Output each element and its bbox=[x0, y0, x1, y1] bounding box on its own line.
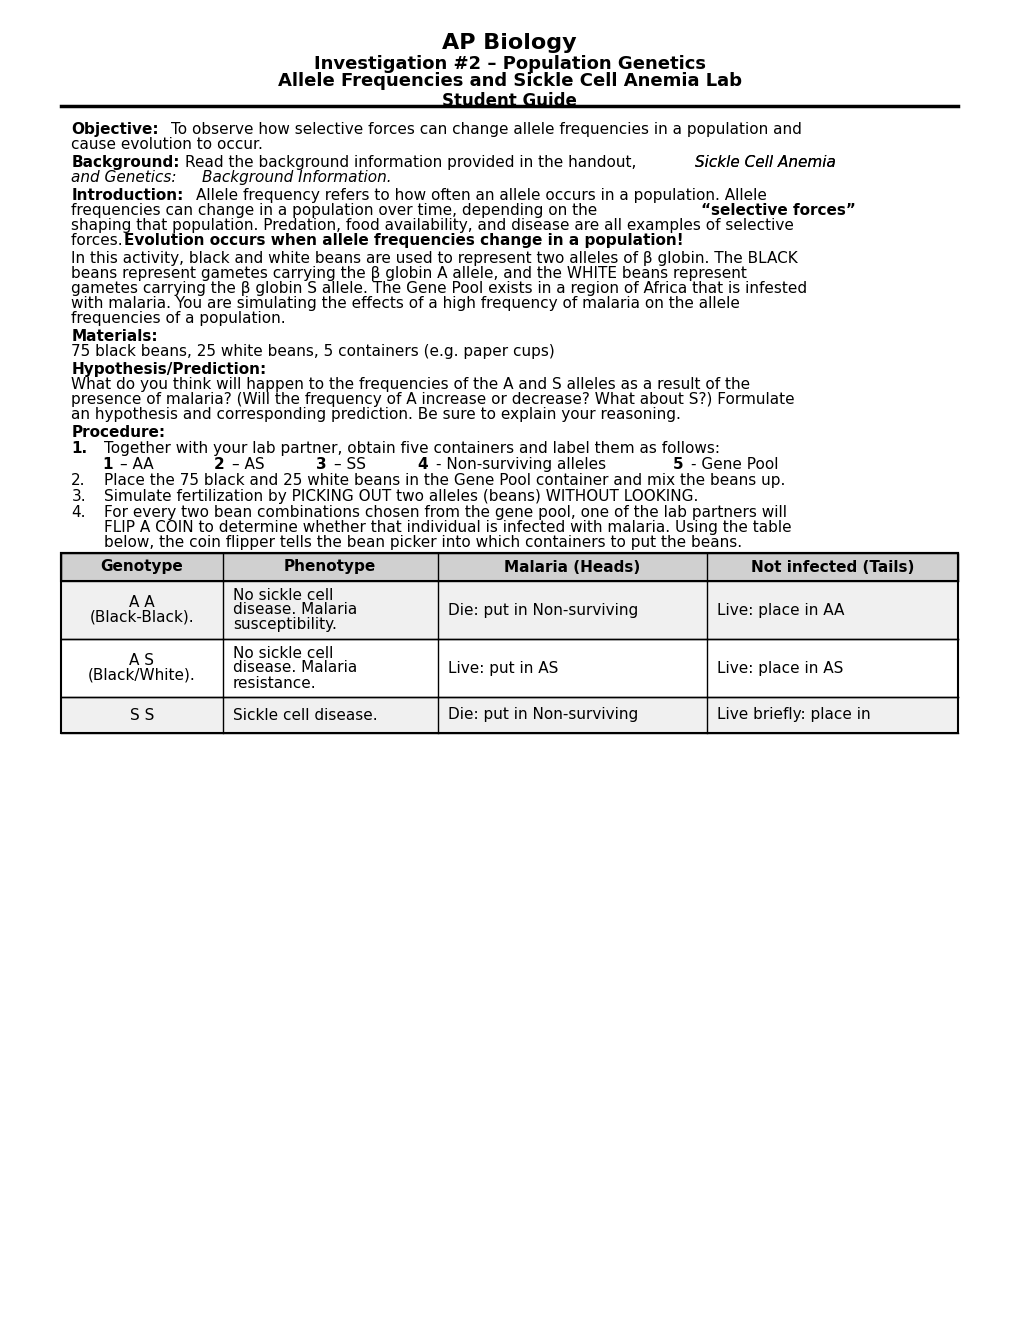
Text: What do you think will happen to the frequencies of the A and S alleles as a res: What do you think will happen to the fre… bbox=[71, 378, 750, 392]
Text: Live briefly: place in: Live briefly: place in bbox=[716, 708, 870, 722]
Text: Place the 75 black and 25 white beans in the Gene Pool container and mix the bea: Place the 75 black and 25 white beans in… bbox=[104, 473, 785, 488]
Text: shaping that population. Predation, food availability, and disease are all examp: shaping that population. Predation, food… bbox=[71, 218, 794, 234]
Text: Die: put in Non-surviving: Die: put in Non-surviving bbox=[447, 708, 638, 722]
Text: below, the coin flipper tells the bean picker into which containers to put the b: below, the coin flipper tells the bean p… bbox=[104, 535, 742, 550]
Bar bbox=[61, 697, 957, 733]
Text: and Genetics:: and Genetics: bbox=[71, 170, 176, 185]
Text: 1.: 1. bbox=[71, 441, 88, 455]
Text: Student Guide: Student Guide bbox=[441, 92, 577, 110]
Text: 2: 2 bbox=[214, 457, 224, 473]
Text: susceptibility.: susceptibility. bbox=[232, 618, 336, 632]
Text: Sickle cell disease.: Sickle cell disease. bbox=[232, 708, 377, 722]
Text: Phenotype: Phenotype bbox=[283, 560, 376, 574]
Bar bbox=[61, 553, 957, 581]
Text: an hypothesis and corresponding prediction. Be sure to explain your reasoning.: an hypothesis and corresponding predicti… bbox=[71, 407, 681, 422]
Text: Objective:: Objective: bbox=[71, 121, 159, 137]
Text: gametes carrying the β globin S allele. The Gene Pool exists in a region of Afri: gametes carrying the β globin S allele. … bbox=[71, 281, 807, 296]
Text: 2.: 2. bbox=[71, 473, 86, 488]
Text: Read the background information provided in the handout,: Read the background information provided… bbox=[185, 154, 636, 170]
Text: No sickle cell: No sickle cell bbox=[232, 645, 333, 660]
Text: Investigation #2 – Population Genetics: Investigation #2 – Population Genetics bbox=[313, 55, 705, 73]
Text: - Non-surviving alleles: - Non-surviving alleles bbox=[436, 457, 605, 473]
Text: 4.: 4. bbox=[71, 506, 86, 520]
Text: A S: A S bbox=[129, 653, 154, 668]
Text: Genotype: Genotype bbox=[101, 560, 183, 574]
Text: In this activity, black and white beans are used to represent two alleles of β g: In this activity, black and white beans … bbox=[71, 251, 797, 267]
Bar bbox=[61, 553, 957, 581]
Text: Allele Frequencies and Sickle Cell Anemia Lab: Allele Frequencies and Sickle Cell Anemi… bbox=[277, 73, 741, 90]
Text: Live: put in AS: Live: put in AS bbox=[447, 660, 557, 676]
Text: – AA: – AA bbox=[120, 457, 154, 473]
Text: Simulate fertilization by PICKING OUT two alleles (beans) WITHOUT LOOKING.: Simulate fertilization by PICKING OUT tw… bbox=[104, 488, 698, 504]
Text: Live: place in AS: Live: place in AS bbox=[716, 660, 843, 676]
Text: Evolution occurs when allele frequencies change in a population!: Evolution occurs when allele frequencies… bbox=[124, 234, 684, 248]
Text: disease. Malaria: disease. Malaria bbox=[232, 660, 357, 676]
Text: disease. Malaria: disease. Malaria bbox=[232, 602, 357, 618]
Text: “selective forces”: “selective forces” bbox=[700, 203, 855, 218]
Text: For every two bean combinations chosen from the gene pool, one of the lab partne: For every two bean combinations chosen f… bbox=[104, 506, 787, 520]
Text: with malaria. You are simulating the effects of a high frequency of malaria on t: with malaria. You are simulating the eff… bbox=[71, 296, 740, 312]
Text: S S: S S bbox=[129, 708, 154, 722]
Bar bbox=[61, 639, 957, 697]
Text: Sickle Cell Anemia: Sickle Cell Anemia bbox=[694, 154, 840, 170]
Text: Together with your lab partner, obtain five containers and label them as follows: Together with your lab partner, obtain f… bbox=[104, 441, 719, 455]
Text: 1: 1 bbox=[102, 457, 112, 473]
Text: To observe how selective forces can change allele frequencies in a population an: To observe how selective forces can chan… bbox=[171, 121, 801, 137]
Text: 3.: 3. bbox=[71, 488, 86, 504]
Text: 4: 4 bbox=[418, 457, 428, 473]
Text: (Black-Black).: (Black-Black). bbox=[90, 610, 194, 624]
Text: Sickle Cell Anemia: Sickle Cell Anemia bbox=[694, 154, 840, 170]
Text: AP Biology: AP Biology bbox=[442, 33, 577, 53]
Text: Introduction:: Introduction: bbox=[71, 187, 183, 203]
Text: Die: put in Non-surviving: Die: put in Non-surviving bbox=[447, 602, 638, 618]
Text: – AS: – AS bbox=[232, 457, 265, 473]
Bar bbox=[61, 553, 957, 733]
Text: No sickle cell: No sickle cell bbox=[232, 587, 333, 602]
Bar bbox=[61, 581, 957, 639]
Text: Procedure:: Procedure: bbox=[71, 425, 165, 440]
Text: frequencies of a population.: frequencies of a population. bbox=[71, 312, 285, 326]
Text: Malaria (Heads): Malaria (Heads) bbox=[503, 560, 640, 574]
Text: FLIP A COIN to determine whether that individual is infected with malaria. Using: FLIP A COIN to determine whether that in… bbox=[104, 520, 791, 535]
Text: presence of malaria? (Will the frequency of A increase or decrease? What about S: presence of malaria? (Will the frequency… bbox=[71, 392, 794, 407]
Text: Background:: Background: bbox=[71, 154, 179, 170]
Text: 5: 5 bbox=[672, 457, 683, 473]
Text: frequencies can change in a population over time, depending on the: frequencies can change in a population o… bbox=[71, 203, 597, 218]
Text: – SS: – SS bbox=[334, 457, 366, 473]
Text: Hypothesis/Prediction:: Hypothesis/Prediction: bbox=[71, 362, 266, 378]
Text: (Black/White).: (Black/White). bbox=[88, 668, 196, 682]
Text: resistance.: resistance. bbox=[232, 676, 316, 690]
Text: Materials:: Materials: bbox=[71, 329, 158, 345]
Text: forces.: forces. bbox=[71, 234, 127, 248]
Text: Background Information.: Background Information. bbox=[202, 170, 391, 185]
Text: Not infected (Tails): Not infected (Tails) bbox=[750, 560, 913, 574]
Text: 75 black beans, 25 white beans, 5 containers (e.g. paper cups): 75 black beans, 25 white beans, 5 contai… bbox=[71, 345, 554, 359]
Text: cause evolution to occur.: cause evolution to occur. bbox=[71, 137, 263, 152]
Text: - Gene Pool: - Gene Pool bbox=[690, 457, 777, 473]
Text: 3: 3 bbox=[316, 457, 326, 473]
Text: beans represent gametes carrying the β globin A allele, and the WHITE beans repr: beans represent gametes carrying the β g… bbox=[71, 267, 747, 281]
Text: Allele frequency refers to how often an allele occurs in a population. Allele: Allele frequency refers to how often an … bbox=[196, 187, 766, 203]
Text: A A: A A bbox=[129, 595, 155, 610]
Text: Live: place in AA: Live: place in AA bbox=[716, 602, 844, 618]
